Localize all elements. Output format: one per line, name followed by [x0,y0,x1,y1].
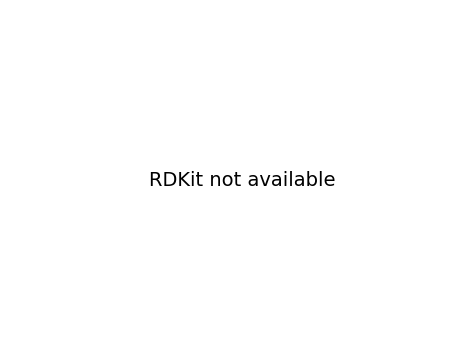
Text: RDKit not available: RDKit not available [149,171,336,190]
